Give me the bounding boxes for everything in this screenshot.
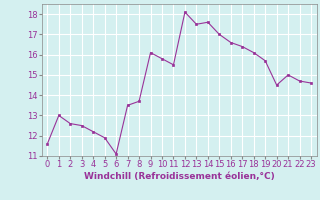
- X-axis label: Windchill (Refroidissement éolien,°C): Windchill (Refroidissement éolien,°C): [84, 172, 275, 181]
